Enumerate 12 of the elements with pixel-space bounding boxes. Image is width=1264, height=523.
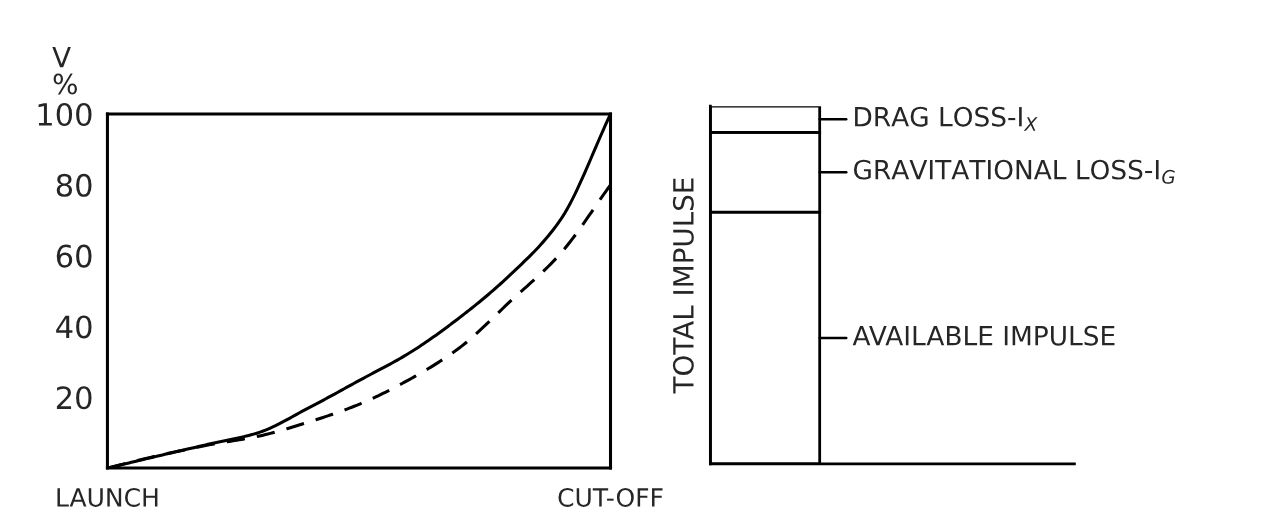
y-tick-label: 80 [56,173,92,197]
x-tick-label: CUT-OFF [558,487,663,507]
y-tick-label: 40 [56,315,92,339]
y-tick-label: 60 [56,244,92,268]
y-tick-label: 100 [38,102,92,127]
legend-label: DRAG LOSS-I$_{X}$ [855,106,1038,131]
x-tick-label: LAUNCH [57,487,158,507]
legend-label: AVAILABLE IMPULSE [852,325,1115,346]
y-axis-title: TOTAL IMPULSE [672,178,694,394]
legend-label: GRAVITATIONAL LOSS-I$_{G}$ [853,159,1175,184]
y-axis-title: V % [52,46,77,95]
y-tick-label: 20 [56,386,92,410]
